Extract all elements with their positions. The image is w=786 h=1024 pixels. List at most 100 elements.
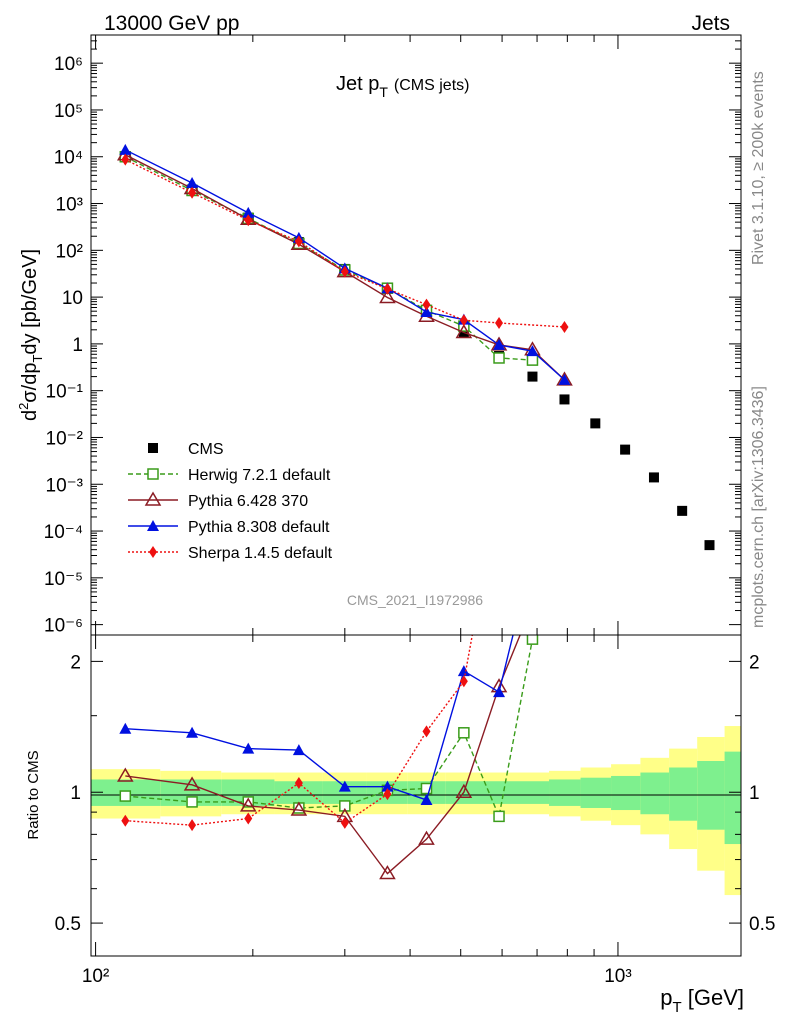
legend-label: Herwig 7.2.1 default [188, 467, 331, 484]
ratio-uncertainty-bands [91, 726, 741, 896]
ratio-y-tick-label: 0.5 [55, 914, 81, 935]
main-panel: 10⁻⁶ 10⁻⁵ 10⁻⁴ 10⁻³ 10⁻² 10⁻¹ 1 10 10² 10³ 10⁴ 10⁵ 1… [16, 34, 742, 956]
ratio-band-inner [669, 767, 698, 821]
data-point [422, 298, 431, 311]
ratio-data-point [526, 550, 538, 561]
side-text-mcplots: mcplots.cern.ch [arXiv:1306.3436] [750, 386, 767, 628]
header-right-title: Jets [691, 12, 730, 35]
data-point [677, 505, 688, 516]
ratio-data-point [239, 797, 257, 812]
ratio-data-point [379, 865, 396, 880]
main-y-tick-label: 10³ [56, 195, 83, 216]
ratio-y-tick-label-right: 0.5 [749, 914, 775, 935]
main-series-layer [117, 143, 715, 551]
data-point [493, 338, 506, 350]
data-point [420, 306, 433, 318]
ratio-series-sherpa [121, 482, 503, 832]
analysis-id: CMS_2021_I1972986 [347, 592, 483, 608]
legend-label: Pythia 6.428 370 [188, 493, 308, 510]
ratio-data-point [420, 793, 433, 805]
data-point [526, 345, 539, 357]
legend-entry: CMS [148, 441, 224, 458]
data-point [294, 235, 303, 248]
ratio-data-point [459, 675, 468, 688]
main-y-tick-label: 10² [56, 241, 83, 262]
ratio-axis-ticks: 10² 10³ 0.5 0.5 1 1 2 2 [55, 35, 775, 987]
main-y-tick-label: 10⁶ [54, 54, 83, 75]
ratio-band-inner [611, 775, 641, 811]
data-point [495, 316, 504, 329]
series-pythia [119, 143, 571, 385]
ratio-data-point [420, 782, 433, 795]
data-point [527, 371, 538, 382]
ratio-data-point [340, 816, 349, 829]
ratio-band-inner [640, 772, 670, 815]
main-y-tick-label: 10⁻⁶ [44, 616, 83, 637]
legend: CMS Herwig 7.2.1 default Pythia 6.428 370 P… [128, 441, 333, 562]
ratio-series-herwig [119, 635, 539, 823]
ratio-data-point [242, 742, 255, 754]
ratio-series-layer [117, 482, 539, 880]
ratio-band-inner [724, 751, 741, 845]
data-point [459, 314, 468, 327]
series-line [124, 158, 565, 328]
ratio-data-point [119, 790, 132, 802]
ratio-data-point [186, 796, 198, 808]
ratio-series-line [125, 635, 521, 875]
data-point [558, 373, 571, 385]
data-point [493, 352, 505, 364]
ratio-data-point [493, 810, 505, 823]
legend-entry: Pythia 6.428 370 [128, 491, 308, 510]
ratio-data-point [119, 722, 132, 734]
chart-title: Jet pT (CMS jets) [336, 73, 469, 100]
ratio-series-line [125, 635, 474, 826]
ratio-data-point [422, 725, 431, 738]
ratio-data-point [457, 665, 470, 677]
ratio-series-pythia [119, 550, 538, 805]
ratio-data-point [292, 744, 305, 756]
main-y-tick-label: 10 [62, 288, 83, 309]
legend-marker [148, 443, 158, 453]
ratio-panel: 10² 10³ 0.5 0.5 1 1 2 2 Ratio to CMS pT [GeV] [25, 35, 775, 1016]
data-point [455, 324, 473, 339]
main-y-tick-label: 10⁻⁵ [44, 569, 83, 590]
data-point [620, 444, 631, 455]
ratio-series-line [125, 639, 534, 819]
ratio-plot-frame [90, 634, 742, 957]
ratio-data-point [338, 780, 351, 792]
ratio-data-point [183, 776, 201, 791]
data-point [383, 282, 392, 295]
ratio-data-point [244, 812, 253, 825]
data-point [560, 320, 569, 333]
ratio-data-point [121, 814, 130, 827]
ratio-data-point [526, 635, 539, 645]
main-y-tick-label: 10⁻² [46, 428, 84, 449]
data-point [188, 186, 197, 199]
ratio-y-tick-label-right: 2 [749, 652, 760, 673]
side-text-rivet: Rivet 3.1.10, ≥ 200k events [750, 71, 767, 265]
ratio-data-point [339, 800, 351, 812]
ratio-y-tick-label: 2 [70, 652, 81, 673]
main-y-tick-label: 10⁻⁴ [44, 522, 83, 543]
ratio-data-point [381, 780, 394, 792]
data-point [526, 354, 539, 366]
ratio-y-tick-label: 1 [70, 783, 81, 804]
data-point [186, 176, 199, 188]
ratio-data-point [117, 767, 134, 782]
main-y-tick-label: 10⁵ [54, 101, 83, 122]
data-point [244, 214, 253, 227]
main-y-tick-label: 10⁻¹ [46, 382, 84, 403]
series-sherpa [121, 153, 569, 333]
main-y-tick-label: 1 [72, 335, 83, 356]
series-cms [120, 151, 715, 551]
legend-entry: Sherpa 1.4.5 default [128, 545, 333, 562]
ratio-series-pythia [117, 635, 521, 880]
data-point [121, 153, 130, 166]
main-axis-ticks: 10⁻⁶ 10⁻⁵ 10⁻⁴ 10⁻³ 10⁻² 10⁻¹ 1 10 10² 10³ 10⁴ 10⁵ 1… [44, 34, 741, 956]
x-tick-label: 10³ [604, 966, 631, 987]
legend-label: CMS [188, 441, 224, 458]
ratio-band-inner [481, 781, 517, 804]
ratio-data-point [186, 726, 199, 738]
ratio-data-point [495, 482, 503, 494]
